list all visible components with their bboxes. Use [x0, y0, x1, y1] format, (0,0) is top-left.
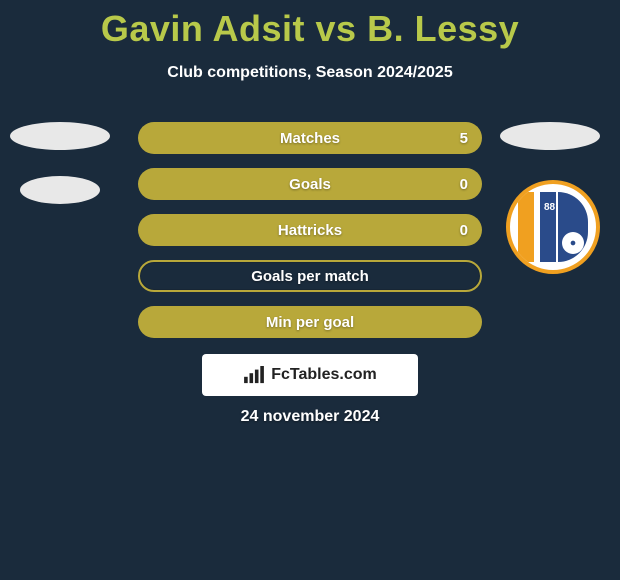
chart-icon [243, 366, 265, 384]
avatar-placeholder-shape [500, 122, 600, 150]
stat-label: Goals per match [251, 268, 369, 285]
stat-right-value: 0 [460, 176, 468, 193]
vs-text: vs [316, 8, 357, 49]
avatar-placeholder-shape [10, 122, 110, 150]
comparison-title: Gavin Adsit vs B. Lessy [0, 0, 620, 50]
stat-row-hattricks: Hattricks 0 [138, 214, 482, 246]
brand-prefix: Fc [271, 366, 290, 383]
brand-badge[interactable]: FcTables.com [202, 354, 418, 396]
club-badge-shield: 88 [518, 192, 588, 262]
brand-suffix: Tables.com [290, 366, 377, 383]
club-badge: 88 [506, 180, 600, 274]
brand-text: FcTables.com [271, 366, 377, 384]
player2-name: B. Lessy [367, 8, 519, 49]
stat-row-goals-per-match: Goals per match [138, 260, 482, 292]
stat-label: Goals [289, 176, 331, 193]
stat-label: Hattricks [278, 222, 342, 239]
stat-label: Min per goal [266, 314, 354, 331]
badge-stripe [558, 192, 588, 262]
stat-right-value: 5 [460, 130, 468, 147]
avatar-placeholder-shape [20, 176, 100, 204]
badge-stripe: 88 [540, 192, 556, 262]
stat-row-goals: Goals 0 [138, 168, 482, 200]
badge-stripe [518, 192, 534, 262]
subtitle: Club competitions, Season 2024/2025 [0, 64, 620, 82]
player1-name: Gavin Adsit [101, 8, 305, 49]
stats-list: Matches 5 Goals 0 Hattricks 0 Goals per … [138, 122, 482, 352]
stat-row-min-per-goal: Min per goal [138, 306, 482, 338]
badge-number: 88 [544, 202, 555, 213]
stat-row-matches: Matches 5 [138, 122, 482, 154]
player1-avatar [10, 110, 110, 210]
stat-right-value: 0 [460, 222, 468, 239]
stat-label: Matches [280, 130, 340, 147]
football-icon [562, 232, 584, 254]
footer-date: 24 november 2024 [241, 408, 380, 426]
